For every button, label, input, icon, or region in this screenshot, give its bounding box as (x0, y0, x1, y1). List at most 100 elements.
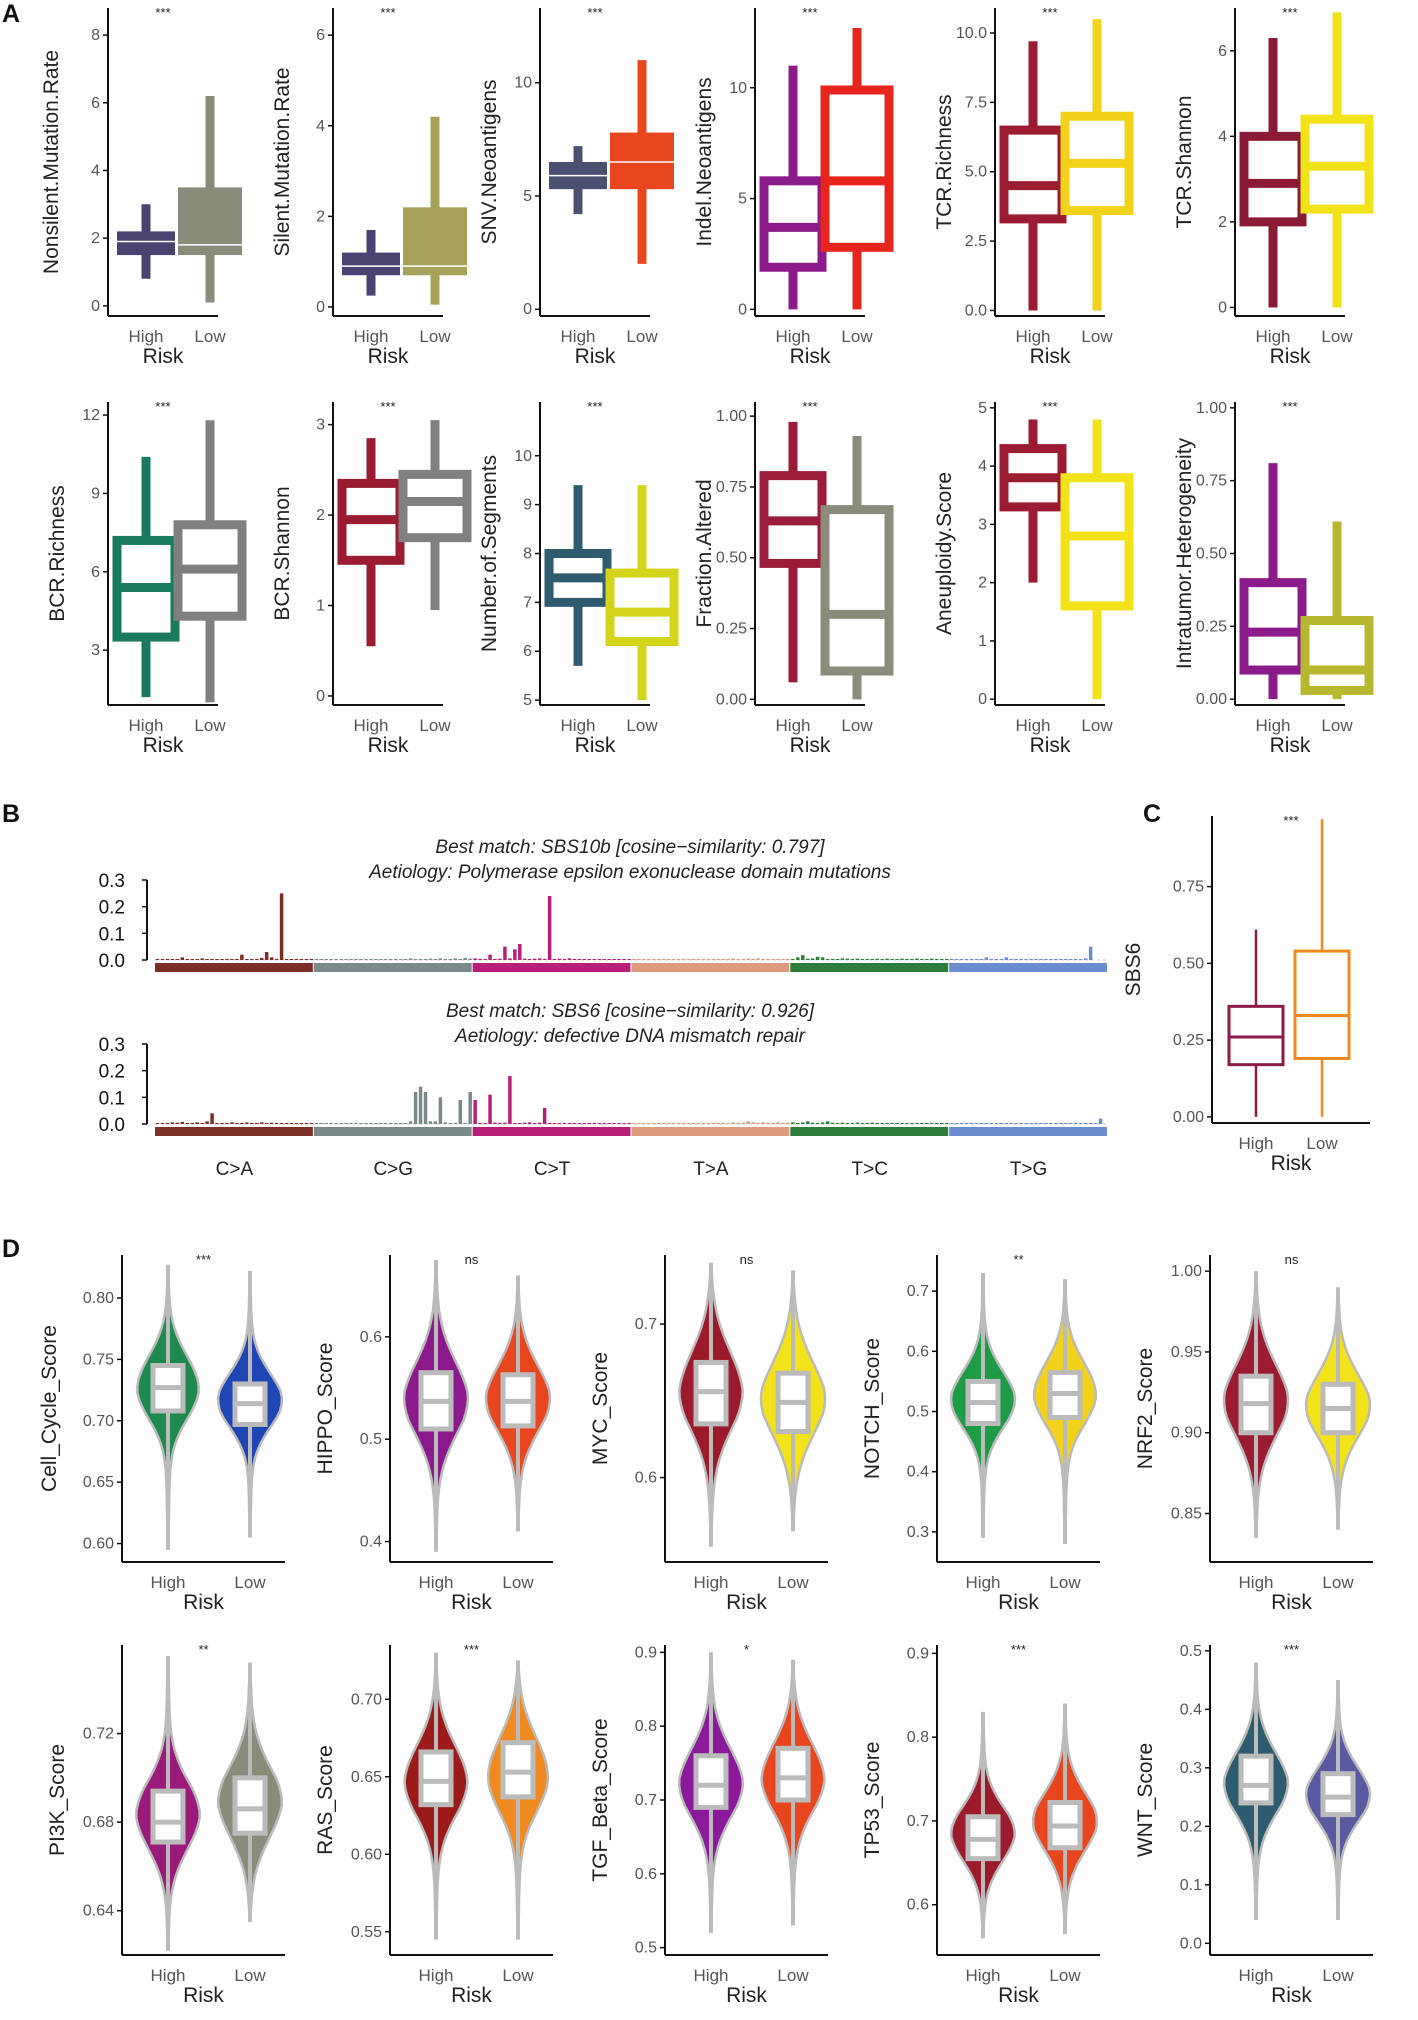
y-tick-label: 0.00 (716, 691, 747, 708)
mutation-bar (205, 1121, 209, 1124)
mutation-bar (398, 959, 403, 960)
y-tick-label: 0.85 (1171, 1506, 1202, 1523)
mutation-bar (731, 958, 735, 960)
y-tick-label: 0 (91, 298, 100, 315)
mutation-bar (235, 959, 239, 960)
panel-c-boxplot: 0.00 0.25 0.50 0.75 SBS6 Risk *** High Low (1122, 813, 1370, 1175)
significance-label: *** (1042, 5, 1057, 20)
y-tick-label: 0.0 (99, 951, 125, 972)
mutation-bar (423, 1092, 428, 1124)
x-axis-title: Risk (183, 1984, 224, 2007)
x-tick-label: Low (1321, 327, 1353, 346)
mutation-bar (175, 959, 180, 960)
mutation-bar (870, 958, 874, 960)
mutation-bar (959, 959, 964, 960)
mutation-bar (384, 1123, 388, 1124)
mutation-bar (810, 1122, 815, 1124)
mutation-bar (1029, 959, 1033, 960)
mutation-bar (706, 1123, 711, 1124)
box-high (1239, 578, 1307, 675)
mutation-bar (830, 1122, 835, 1124)
violin-cell-cycle-score: 0.60 0.65 0.70 0.75 0.80 Cell_Cycle_Score Risk… (38, 1252, 285, 1614)
y-tick-label: 0.50 (716, 550, 747, 567)
box-high (342, 252, 400, 276)
violin-pi3k-score: 0.64 0.68 0.72 PI3K_Score Risk ** High Low (46, 1642, 285, 2007)
mutation-bar (662, 1123, 666, 1124)
mutation-bar (240, 1123, 244, 1124)
group-strip-c-to-t (472, 1127, 631, 1136)
y-tick-label: 0.7 (907, 1283, 929, 1300)
y-axis-title: NOTCH_Score (861, 1338, 884, 1479)
y-tick-label: 0.55 (351, 1924, 382, 1941)
x-axis-title: Risk (451, 1984, 492, 2007)
mutation-bar (165, 959, 170, 960)
x-tick-label: Low (777, 1573, 809, 1592)
box-high (999, 125, 1067, 224)
mutation-bar (1009, 1123, 1013, 1124)
y-axis-title: HIPPO_Score (314, 1343, 337, 1475)
mutation-bar (537, 958, 542, 960)
y-tick-label: 0 (978, 691, 987, 708)
mutation-bar (835, 959, 840, 960)
mutation-bar (319, 959, 324, 960)
y-tick-label: 7.5 (965, 94, 987, 111)
mutation-bar (949, 1123, 954, 1124)
sbs6-aetiology: Aetiology: defective DNA mismatch repair (454, 1026, 806, 1047)
mutation-bar (602, 959, 606, 960)
mutation-bar (935, 1123, 939, 1124)
mutation-bar (587, 1123, 592, 1124)
mutation-bar (736, 958, 740, 960)
x-axis-title: Risk (1271, 1152, 1312, 1175)
y-tick-label: 0.00 (1196, 691, 1227, 708)
mutation-bar (279, 1123, 284, 1124)
mutation-bar (274, 1122, 279, 1124)
mutation-bar (170, 1122, 175, 1124)
y-tick-label: 5.0 (965, 164, 987, 181)
x-tick-label: High (694, 1966, 729, 1985)
x-axis-title: Risk (1270, 345, 1311, 368)
y-tick-label: 10 (514, 75, 532, 92)
mutation-bar (215, 959, 219, 960)
box-high (1227, 1004, 1285, 1067)
y-tick-label: 0 (738, 301, 747, 318)
mutation-bar (607, 1123, 611, 1124)
mutation-bar (607, 959, 611, 960)
y-tick-label: 0.65 (83, 1474, 114, 1491)
boxplot-bcr-richness: 3 6 9 12 BCR.Richness Risk *** High Low (46, 399, 247, 757)
mutation-bar (771, 1122, 775, 1124)
group-label-t-to-g: T>G (1010, 1159, 1047, 1180)
mutation-bar (557, 958, 562, 960)
mutation-bar (974, 959, 979, 960)
mutation-bar (339, 959, 343, 960)
x-tick-label: Low (1081, 716, 1113, 735)
mutation-bar (508, 1076, 512, 1124)
x-tick-label: Low (194, 716, 226, 735)
mutation-bar (443, 959, 448, 960)
significance-label: *** (464, 1642, 479, 1657)
mutation-bar (532, 1122, 537, 1124)
mutation-bar (592, 1123, 597, 1124)
y-axis-title: Number.of.Segments (478, 455, 501, 652)
mutation-bar (999, 959, 1004, 960)
mutation-bar (880, 959, 884, 960)
mutation-bar (835, 1122, 840, 1124)
mutation-bar (160, 958, 165, 960)
boxplot-number-of-segments: 5 6 7 8 9 10 Number.of.Segments Risk *** High Low (478, 399, 679, 757)
mutation-bar (647, 1123, 651, 1124)
mutation-bar (905, 1123, 909, 1124)
y-tick-label: 6 (316, 27, 325, 44)
mutation-bar (393, 959, 398, 960)
boxplot-fraction-altered: 0.00 0.25 0.50 0.75 1.00 Fraction.Altered Risk… (693, 399, 894, 757)
y-tick-label: 1 (316, 598, 325, 615)
y-tick-label: 0 (316, 299, 325, 316)
mutation-bar (791, 1122, 795, 1124)
box-low (1293, 949, 1351, 1061)
mutation-bar (478, 1123, 482, 1124)
mutation-bar (180, 957, 185, 960)
mutation-bar (925, 959, 929, 960)
mutation-bar (701, 1123, 706, 1124)
y-tick-label: 10.0 (956, 25, 987, 42)
mutation-bar (274, 958, 279, 960)
mutation-bar (905, 958, 909, 960)
